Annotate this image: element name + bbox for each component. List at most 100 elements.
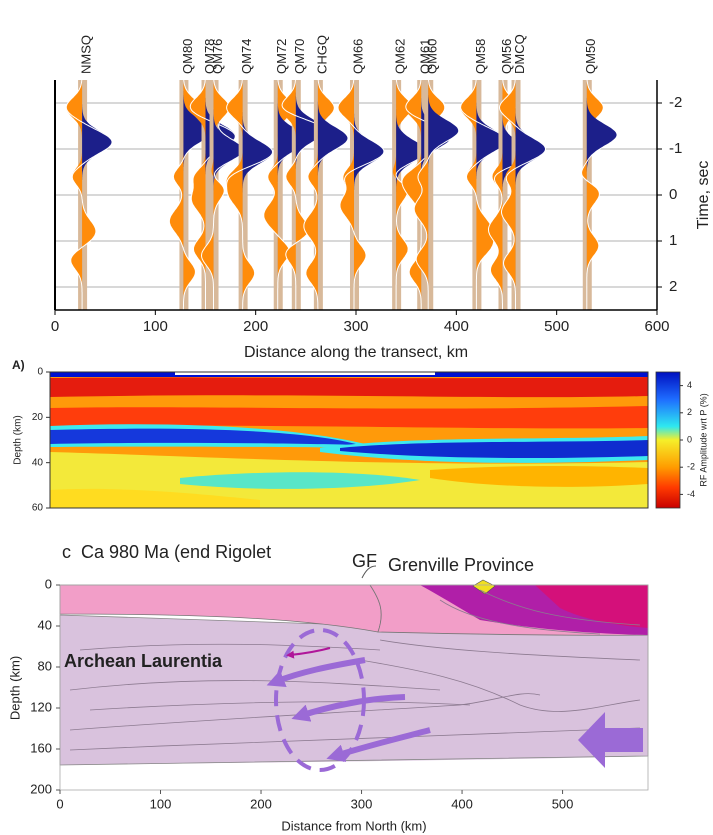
trace-band xyxy=(498,80,508,310)
station-label: NMSQ xyxy=(79,35,94,74)
y-axis-label: Depth (km) xyxy=(13,415,24,464)
station-label: QM60 xyxy=(425,39,440,74)
trace-line xyxy=(189,80,236,310)
trace-line xyxy=(498,80,547,310)
trace-band xyxy=(78,80,88,310)
orange-lobes xyxy=(189,80,206,310)
orange-lobes xyxy=(499,80,516,310)
y-tick-label: 60 xyxy=(32,503,44,514)
x-tick-label: 500 xyxy=(552,796,574,811)
trace-line xyxy=(200,80,245,310)
orange-lobes xyxy=(401,80,422,310)
trace-band xyxy=(201,80,211,310)
orange-lobes xyxy=(66,80,96,310)
navy-pulse xyxy=(502,80,533,310)
station-trace xyxy=(226,80,274,310)
colorbar xyxy=(655,371,681,509)
x-tick-label: 0 xyxy=(56,796,63,811)
x-axis-label: Distance from North (km) xyxy=(281,818,426,833)
x-tick-label: 300 xyxy=(351,796,373,811)
x-tick-label: 200 xyxy=(250,796,272,811)
navy-pulse xyxy=(396,80,427,310)
y-tick-label: 0 xyxy=(669,186,677,203)
station-trace xyxy=(65,80,113,310)
traces xyxy=(65,80,618,310)
colorbar-tick-label: 0 xyxy=(687,434,692,444)
station-label: QM80 xyxy=(180,39,195,74)
orange-lobes xyxy=(279,80,309,310)
navy-pulse xyxy=(428,80,459,310)
cross-section-axes: 0 100 200 300 400 500 0 40 80 120 160 200 xyxy=(30,576,573,811)
x-axis-label: Distance along the transect, km xyxy=(244,344,468,361)
y-tick-label: 120 xyxy=(30,699,52,714)
station-label: QM66 xyxy=(350,39,365,74)
y-tick-label: 1 xyxy=(669,232,677,249)
station-label: QM72 xyxy=(274,39,289,74)
station-label: QM58 xyxy=(473,39,488,74)
trace-band xyxy=(179,80,189,310)
station-trace xyxy=(498,80,547,310)
station-label: QM76 xyxy=(210,39,225,74)
y-tick-label: 200 xyxy=(30,781,52,796)
trace-line xyxy=(337,80,385,310)
colorbar-tick-label: -4 xyxy=(687,489,695,499)
trace-band xyxy=(424,80,434,310)
x-tick-label: 400 xyxy=(444,318,469,335)
colorbar-label: RF Amplitude wrt P (%) xyxy=(698,393,708,486)
navy-pulse xyxy=(82,80,113,310)
y-tick-label: -2 xyxy=(669,94,682,111)
trace-line xyxy=(226,80,274,310)
colorbar-tick-label: 2 xyxy=(687,407,692,417)
x-tick-label: 100 xyxy=(150,796,172,811)
station-label: QM78 xyxy=(202,39,217,74)
cross-section xyxy=(59,565,649,791)
navy-pulse xyxy=(586,80,617,310)
x-tick-label: 400 xyxy=(451,796,473,811)
trace-line xyxy=(581,80,618,310)
y-axis-label: Depth (km) xyxy=(7,656,22,720)
trace-line xyxy=(413,80,460,310)
orange-lobes xyxy=(338,80,366,310)
station-label: DMCQ xyxy=(512,34,527,74)
trace-band xyxy=(472,80,482,310)
y-tick-label: 40 xyxy=(32,457,44,468)
navy-pulse xyxy=(353,80,384,310)
x-tick-label: 500 xyxy=(544,318,569,335)
trace-line xyxy=(281,80,326,310)
navy-pulse xyxy=(515,80,546,310)
trace-line xyxy=(460,80,507,310)
navy-pulse xyxy=(213,80,244,310)
y-tick-label: 0 xyxy=(37,367,43,378)
station-trace xyxy=(303,80,349,310)
orange-lobes xyxy=(226,80,255,310)
colorbar-tick-label: -2 xyxy=(687,462,695,472)
x-tick-label: 300 xyxy=(343,318,368,335)
annotation: Archean Laurentia xyxy=(64,651,223,671)
orange-lobes xyxy=(460,80,494,310)
trace-band xyxy=(291,80,301,310)
station-label: QM56 xyxy=(499,39,514,74)
trace-line xyxy=(395,80,427,310)
x-tick-label: 0 xyxy=(51,318,59,335)
heatmap xyxy=(49,371,649,509)
trace-band xyxy=(349,80,359,310)
x-tick-label: 200 xyxy=(243,318,268,335)
y-tick-label: 2 xyxy=(669,278,677,295)
trace-line xyxy=(401,80,452,310)
station-label: CHGQ xyxy=(314,35,329,74)
panel-label: A) xyxy=(12,358,25,372)
station-trace xyxy=(200,80,245,310)
station-label: QM74 xyxy=(239,39,254,74)
navy-pulse xyxy=(317,80,348,310)
y-tick-label: 20 xyxy=(32,412,44,423)
panel-title: c Ca 980 Ma (end Rigolet xyxy=(62,542,271,562)
orange-lobes xyxy=(201,80,230,310)
station-trace xyxy=(581,80,618,310)
orange-lobes xyxy=(414,80,445,310)
annotation: GF xyxy=(352,551,377,571)
y-tick-label: 80 xyxy=(38,658,52,673)
y-tick-label: 160 xyxy=(30,740,52,755)
